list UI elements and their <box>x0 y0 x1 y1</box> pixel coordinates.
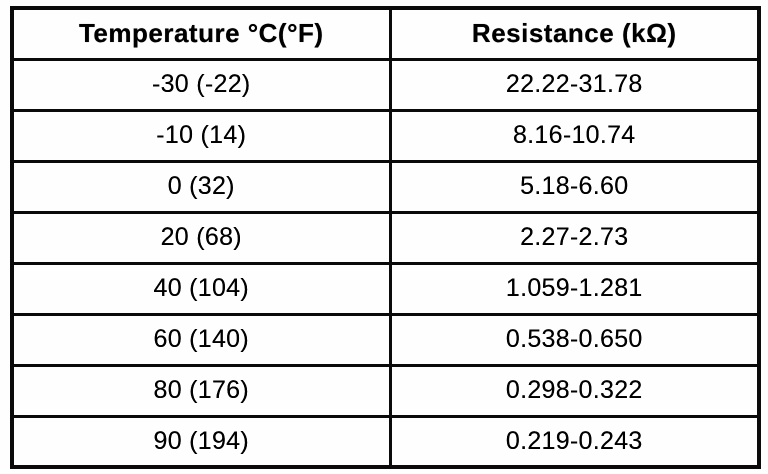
temperature-cell: 0 (32) <box>10 159 392 214</box>
temperature-cell: 60 (140) <box>10 312 392 367</box>
temperature-cell: 90 (194) <box>10 414 392 469</box>
resistance-cell: 2.27-2.73 <box>388 210 761 265</box>
resistance-column-header: Resistance (kΩ) <box>388 6 761 61</box>
table-row: 40 (104) 1.059-1.281 <box>10 261 761 316</box>
resistance-cell: 1.059-1.281 <box>388 261 761 316</box>
table-row: 60 (140) 0.538-0.650 <box>10 312 761 367</box>
table-row: 90 (194) 0.219-0.243 <box>10 414 761 469</box>
table-row: 80 (176) 0.298-0.322 <box>10 363 761 418</box>
table-row: -10 (14) 8.16-10.74 <box>10 108 761 163</box>
table-row: 0 (32) 5.18-6.60 <box>10 159 761 214</box>
resistance-cell: 0.298-0.322 <box>388 363 761 418</box>
resistance-cell: 8.16-10.74 <box>388 108 761 163</box>
table-header-row: Temperature °C(°F) Resistance (kΩ) <box>10 6 761 61</box>
temperature-cell: 40 (104) <box>10 261 392 316</box>
temperature-cell: -30 (-22) <box>10 57 392 112</box>
table-row: -30 (-22) 22.22-31.78 <box>10 57 761 112</box>
temperature-cell: 80 (176) <box>10 363 392 418</box>
temperature-cell: 20 (68) <box>10 210 392 265</box>
resistance-cell: 0.538-0.650 <box>388 312 761 367</box>
resistance-cell: 0.219-0.243 <box>388 414 761 469</box>
resistance-cell: 22.22-31.78 <box>388 57 761 112</box>
temperature-column-header: Temperature °C(°F) <box>10 6 392 61</box>
temperature-cell: -10 (14) <box>10 108 392 163</box>
resistance-cell: 5.18-6.60 <box>388 159 761 214</box>
table-row: 20 (68) 2.27-2.73 <box>10 210 761 265</box>
temperature-resistance-table: Temperature °C(°F) Resistance (kΩ) -30 (… <box>10 6 761 469</box>
